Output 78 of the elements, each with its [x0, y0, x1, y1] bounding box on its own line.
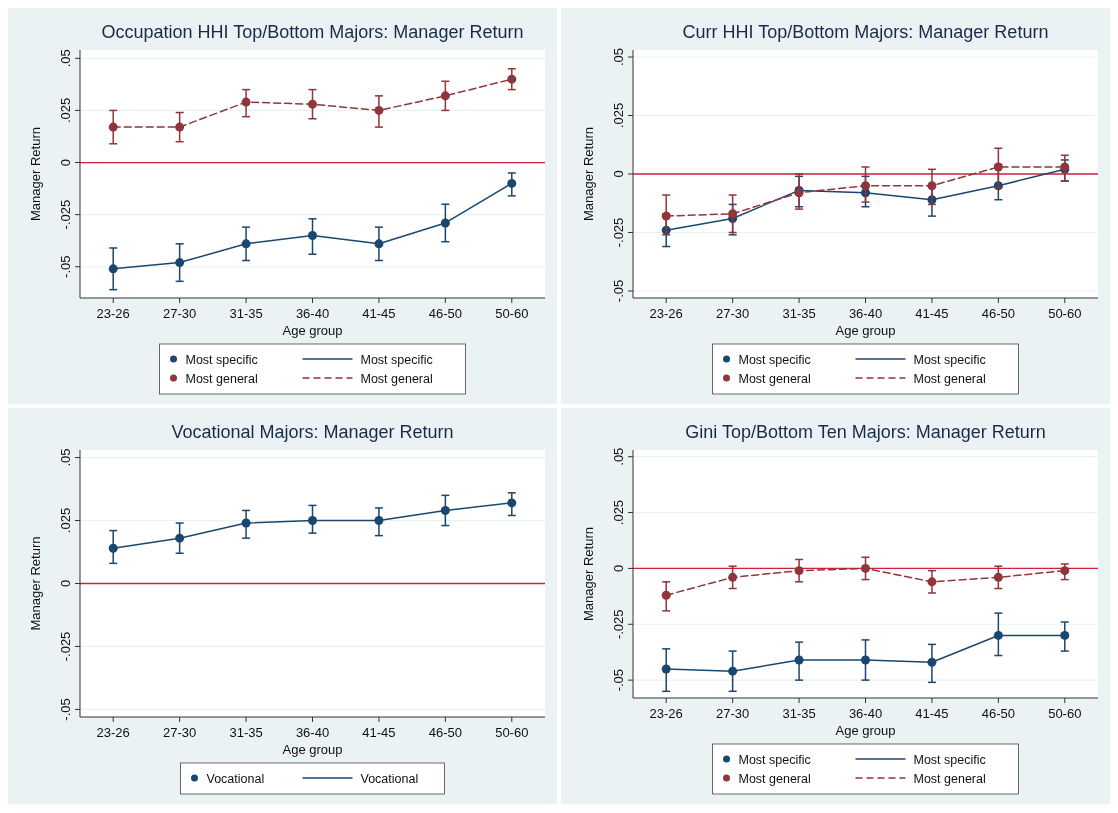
chart-title: Gini Top/Bottom Ten Majors: Manager Return [685, 422, 1046, 442]
y-tick-label: -.025 [58, 199, 73, 230]
x-tick-label: 50-60 [1048, 306, 1082, 321]
legend-label: Most general [738, 371, 811, 386]
legend-label: Most specific [738, 752, 811, 767]
y-tick-label: -.05 [611, 668, 626, 692]
y-axis-title: Manager Return [28, 536, 43, 631]
x-tick-label: 36-40 [848, 306, 883, 321]
x-tick-label: 31-35 [229, 306, 263, 321]
y-tick-label: .025 [58, 97, 73, 124]
legend-label: Most specific [913, 752, 986, 767]
x-tick-label: 23-26 [649, 306, 683, 321]
point [1060, 630, 1070, 640]
x-axis-title: Age group [835, 323, 896, 338]
legend-label: Most general [185, 371, 258, 386]
y-tick-label: -.025 [611, 609, 626, 640]
x-axis-title: Age group [835, 723, 896, 738]
y-tick-label: -.025 [611, 217, 626, 248]
legend-label: Most specific [185, 352, 258, 367]
x-tick-label: 36-40 [295, 306, 330, 321]
x-tick-label: 46-50 [428, 725, 462, 740]
x-tick-label: 23-26 [96, 725, 130, 740]
legend-label: Most specific [913, 352, 986, 367]
y-tick-label: -.05 [58, 255, 73, 278]
y-axis-title: Manager Return [28, 127, 43, 221]
x-tick-label: 50-60 [1048, 706, 1082, 721]
legend-label: Vocational [360, 771, 419, 786]
x-tick-label: 23-26 [649, 706, 683, 721]
legend-label: Vocational [206, 771, 265, 786]
x-tick-label: 46-50 [981, 706, 1015, 721]
legend-label: Most general [738, 771, 811, 786]
x-axis-title: Age group [282, 323, 343, 338]
y-tick-label: .05 [58, 448, 73, 467]
x-tick-label: 31-35 [782, 306, 816, 321]
x-tick-label: 50-60 [495, 725, 529, 740]
x-tick-label: 46-50 [428, 306, 462, 321]
x-tick-label: 31-35 [229, 725, 263, 740]
x-tick-label: 36-40 [295, 725, 330, 740]
x-tick-label: 27-30 [163, 306, 197, 321]
x-tick-label: 31-35 [782, 706, 816, 721]
x-tick-label: 27-30 [716, 706, 750, 721]
x-tick-label: 41-45 [915, 306, 949, 321]
y-tick-label: 0 [58, 158, 73, 167]
y-tick-label: 0 [611, 170, 626, 178]
x-tick-label: 41-45 [362, 725, 396, 740]
legend-label: Most general [913, 371, 986, 386]
x-tick-label: 46-50 [981, 306, 1015, 321]
y-tick-label: -.025 [58, 631, 73, 662]
y-tick-label: .025 [611, 102, 626, 129]
y-axis-title: Manager Return [581, 127, 596, 221]
y-tick-label: .025 [58, 507, 73, 534]
x-axis-title: Age group [282, 742, 343, 757]
y-tick-label: 0 [611, 564, 626, 573]
legend-label: Most specific [738, 352, 811, 367]
chart-title: Occupation HHI Top/Bottom Majors: Manager Return [101, 22, 524, 42]
point [927, 181, 937, 191]
chart-title: Curr HHI Top/Bottom Majors: Manager Return [682, 22, 1049, 42]
y-tick-label: .05 [611, 447, 626, 466]
legend-label: Most general [360, 371, 433, 386]
x-tick-label: 50-60 [495, 306, 529, 321]
x-tick-label: 27-30 [716, 306, 750, 321]
y-tick-label: -.05 [58, 698, 73, 721]
y-axis-title: Manager Return [581, 527, 596, 621]
y-tick-label: -.05 [611, 279, 626, 303]
point [993, 572, 1003, 582]
y-tick-label: 0 [58, 579, 73, 588]
x-tick-label: 27-30 [163, 725, 197, 740]
legend-label: Most specific [360, 352, 433, 367]
chart-title: Vocational Majors: Manager Return [171, 422, 454, 442]
x-tick-label: 36-40 [848, 706, 883, 721]
y-tick-label: .05 [611, 47, 626, 67]
x-tick-label: 41-45 [362, 306, 396, 321]
y-tick-label: .05 [58, 49, 73, 68]
y-tick-label: .025 [611, 499, 626, 526]
point [507, 74, 517, 84]
legend-label: Most general [913, 771, 986, 786]
x-tick-label: 23-26 [96, 306, 130, 321]
x-tick-label: 41-45 [915, 706, 949, 721]
